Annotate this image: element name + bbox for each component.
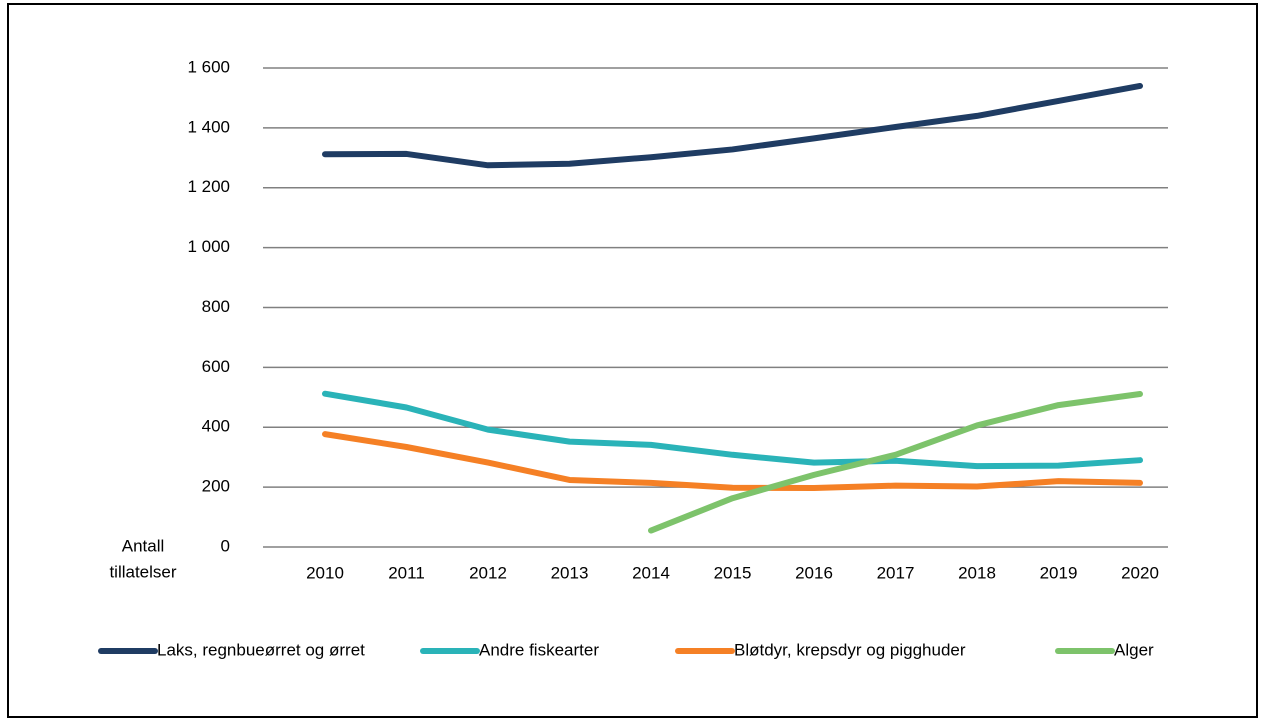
x-tick-label: 2015 (714, 563, 752, 582)
y-tick-label: 600 (202, 357, 230, 376)
y-axis-label: Antall (122, 536, 165, 555)
y-tick-label: 1 200 (187, 177, 230, 196)
y-tick-label: 800 (202, 297, 230, 316)
x-tick-label: 2019 (1040, 563, 1078, 582)
legend-label: Andre fiskearter (479, 640, 599, 659)
x-tick-label: 2016 (795, 563, 833, 582)
y-tick-label: 1 600 (187, 57, 230, 76)
x-tick-label: 2012 (469, 563, 507, 582)
x-tick-label: 2011 (388, 563, 425, 582)
y-axis-label: tillatelser (109, 562, 176, 581)
y-tick-label: 0 (221, 536, 230, 555)
legend-label: Laks, regnbueørret og ørret (157, 640, 365, 659)
series-line (322, 431, 1143, 492)
legend-label: Alger (1114, 640, 1154, 659)
y-tick-label: 200 (202, 477, 230, 496)
series-line (648, 391, 1143, 534)
x-tick-label: 2010 (306, 563, 344, 582)
series-line (322, 390, 1143, 470)
y-tick-label: 1 000 (187, 237, 230, 256)
y-tick-label: 1 400 (187, 117, 230, 136)
chart-frame (7, 3, 1258, 718)
x-tick-label: 2018 (958, 563, 996, 582)
legend-label: Bløtdyr, krepsdyr og pigghuder (734, 640, 966, 659)
x-tick-label: 2014 (632, 563, 670, 582)
x-tick-label: 2017 (877, 563, 915, 582)
series-line (322, 82, 1143, 169)
x-tick-label: 2020 (1121, 563, 1159, 582)
y-tick-label: 400 (202, 417, 230, 436)
x-tick-label: 2013 (551, 563, 589, 582)
